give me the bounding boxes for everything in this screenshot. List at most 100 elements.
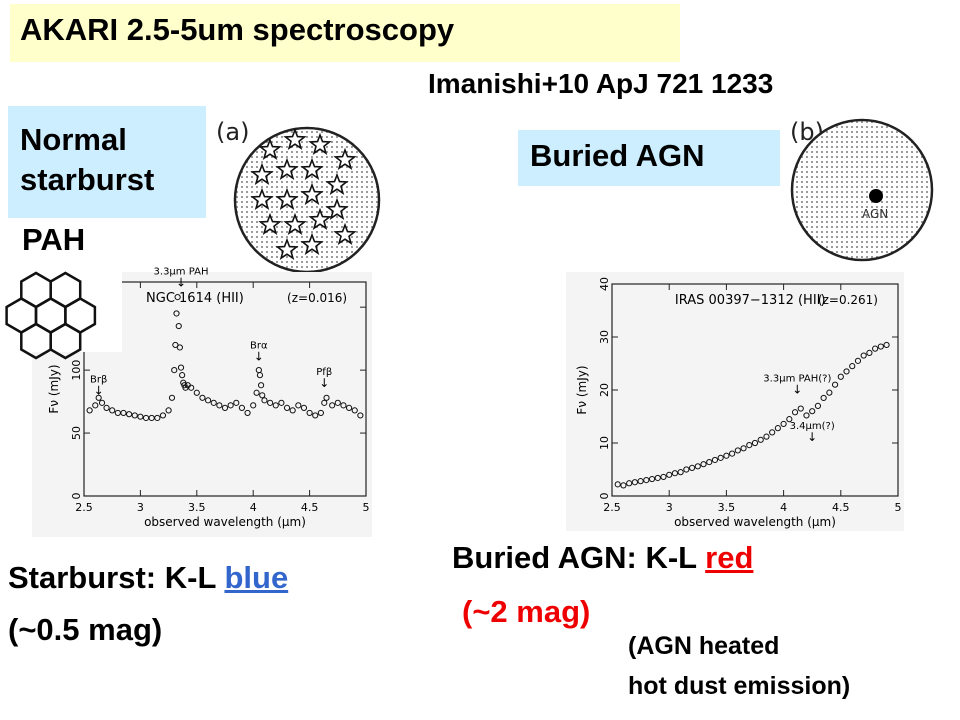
data-point	[740, 445, 747, 452]
data-point	[837, 373, 844, 380]
data-point	[791, 409, 799, 416]
star-icon	[333, 222, 357, 245]
data-point	[300, 404, 308, 411]
annotation-label: 3.3μm PAH	[154, 266, 209, 277]
x-tick-label: 4	[780, 501, 787, 514]
x-tick-label: 2.5	[75, 501, 93, 514]
data-point	[210, 399, 217, 406]
data-point	[717, 454, 724, 461]
y-tick-label: 0	[70, 493, 83, 500]
data-point	[172, 341, 179, 349]
star-icon	[283, 127, 307, 150]
hexagon-ring	[49, 322, 82, 360]
data-point	[86, 407, 93, 414]
data-point	[154, 414, 161, 422]
data-point	[780, 420, 787, 428]
annotation-label: Pfβ	[316, 367, 332, 378]
y-axis-label: Fν (mJy)	[575, 365, 589, 414]
data-point	[261, 397, 268, 404]
star-icon	[275, 157, 299, 180]
star-icon	[333, 147, 357, 170]
x-tick-label: 5	[895, 501, 902, 514]
agn-note-line2: hot dust emission)	[628, 672, 851, 700]
data-point	[826, 389, 833, 396]
starburst-blue-word: blue	[224, 560, 289, 595]
data-point	[199, 394, 206, 401]
plot-frame	[83, 281, 367, 497]
data-point	[666, 471, 673, 478]
data-point	[306, 409, 313, 417]
data-point	[317, 409, 324, 417]
x-tick-label: 3.5	[718, 501, 736, 514]
star-icon	[300, 232, 324, 255]
data-point	[283, 404, 291, 411]
data-point	[711, 456, 719, 464]
x-tick-label: 4.5	[832, 501, 850, 514]
annotation-label: Brβ	[90, 375, 107, 386]
data-point	[238, 404, 246, 411]
data-point	[648, 475, 656, 483]
x-tick-label: 2.5	[603, 501, 621, 514]
data-point	[803, 412, 810, 419]
agn-note-line1: (AGN heated	[628, 632, 780, 660]
data-point	[637, 478, 644, 485]
x-tick-label: 4.5	[301, 501, 319, 514]
annotation-arrow: ↓	[319, 376, 329, 390]
data-point	[746, 442, 753, 449]
y-tick-label: 30	[598, 330, 611, 344]
chart-ngc1614: 2.533.544.55050100150NGC 1614 (HII)(z=0.…	[47, 266, 370, 529]
panel-a-tag: (a)	[216, 118, 250, 146]
x-axis-label: observed wavelength (μm)	[674, 515, 836, 529]
pah-molecule-icon	[5, 271, 97, 360]
star-icon	[308, 207, 332, 230]
data-point	[877, 343, 884, 350]
data-point	[700, 461, 707, 468]
data-point	[774, 425, 781, 432]
data-point	[272, 402, 279, 409]
data-point	[883, 341, 890, 349]
data-point	[244, 409, 251, 417]
agn-red-word: red	[705, 540, 754, 575]
data-point	[98, 399, 106, 406]
normal-label-line1: Normal	[20, 122, 127, 157]
data-point	[159, 412, 167, 419]
data-point	[188, 384, 195, 391]
agn-dot-label: AGN	[862, 207, 888, 221]
data-point	[267, 399, 274, 406]
data-point	[227, 402, 234, 409]
data-point	[92, 402, 99, 409]
annotation-label: 3.4μm(?)	[790, 421, 835, 432]
data-point	[168, 394, 176, 401]
y-tick-label: 100	[70, 360, 83, 381]
y-tick-label: 10	[598, 436, 611, 450]
data-point	[860, 352, 867, 359]
data-point	[295, 402, 302, 409]
chart-b-background	[566, 272, 904, 531]
data-point	[165, 407, 172, 414]
data-point	[312, 412, 319, 419]
data-point	[786, 416, 793, 423]
data-point	[763, 433, 770, 440]
data-point	[323, 394, 330, 401]
agn-mag: (~2 mag)	[462, 594, 591, 629]
data-point	[620, 482, 627, 489]
star-icon	[300, 157, 324, 180]
data-point	[849, 363, 856, 370]
annotation-arrow: ↓	[254, 350, 264, 364]
data-point	[757, 436, 764, 443]
data-point	[334, 399, 341, 406]
data-point	[677, 469, 684, 476]
star-icon	[258, 137, 282, 160]
y-tick-label: 40	[598, 277, 611, 291]
data-point	[137, 413, 144, 420]
chart-iras00397: 2.5 3 3.5 4 4.5 5 0 10 20 30 40 IRAS 00397−1312 (HI…	[575, 277, 902, 529]
data-point	[654, 474, 661, 482]
data-point	[120, 409, 127, 417]
data-point	[253, 389, 260, 396]
star-icon	[283, 212, 307, 235]
data-point	[820, 394, 827, 402]
data-point	[126, 411, 133, 418]
data-point	[751, 439, 759, 447]
agn-dot-icon	[869, 189, 883, 203]
starburst-diagram	[233, 126, 381, 274]
